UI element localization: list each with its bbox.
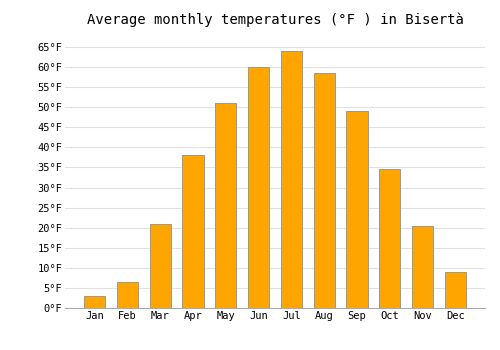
Title: Average monthly temperatures (°F ) in Bisertà: Average monthly temperatures (°F ) in Bi… <box>86 12 464 27</box>
Bar <box>280 51 302 308</box>
Bar <box>215 103 236 308</box>
Bar <box>84 296 106 308</box>
Bar <box>182 155 204 308</box>
Bar <box>379 169 400 308</box>
Bar <box>248 67 270 308</box>
Bar <box>346 111 368 308</box>
Bar <box>412 226 433 308</box>
Bar <box>150 224 171 308</box>
Bar <box>444 272 466 308</box>
Bar <box>314 73 335 308</box>
Bar <box>117 282 138 308</box>
